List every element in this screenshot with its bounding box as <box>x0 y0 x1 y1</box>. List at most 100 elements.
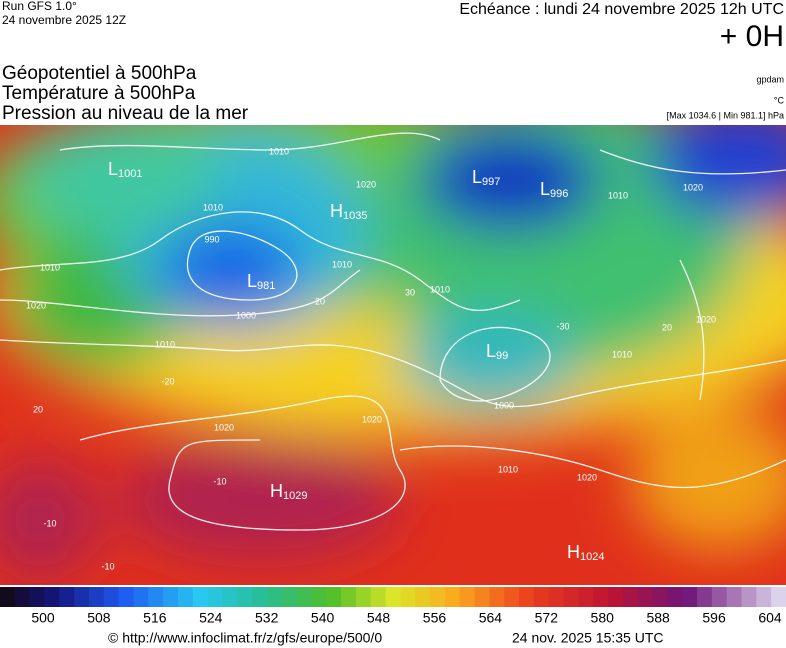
colorbar-swatch <box>296 587 312 607</box>
contour-label: 1020 <box>577 472 597 482</box>
center-value: 99 <box>496 350 508 362</box>
colorbar-swatch <box>711 587 728 607</box>
colorbar-swatch <box>148 587 164 607</box>
colorbar-swatch <box>697 587 713 607</box>
contour-label: 1000 <box>494 400 514 410</box>
colorbar-swatch <box>771 587 786 607</box>
colorbar-tick-label: 596 <box>702 610 726 626</box>
center-letter: L <box>486 341 496 361</box>
colorbar-tick-label: 516 <box>143 610 167 626</box>
contour-label: 30 <box>405 287 415 297</box>
colorbar: 500 508 516 524 532 540 548 556 564 572 580 588 596 6… <box>0 587 786 626</box>
colorbar-swatch <box>133 587 149 607</box>
colorbar-swatch <box>741 587 757 607</box>
colorbar-tick-label: 508 <box>87 610 111 626</box>
colorbar-swatch <box>237 587 253 607</box>
center-value: 1029 <box>283 490 307 502</box>
colorbar-swatch <box>385 587 401 607</box>
colorbar-tick-label: 564 <box>479 610 503 626</box>
colorbar-swatch <box>415 587 431 607</box>
colorbar-swatch <box>14 587 31 607</box>
center-value: 997 <box>482 176 500 188</box>
contour-label: 1020 <box>214 422 234 432</box>
colorbar-tick-label: 556 <box>423 610 447 626</box>
contour-label: 1010 <box>40 262 60 272</box>
colorbar-swatch <box>370 587 387 607</box>
pressure-center: H1024 <box>567 542 604 563</box>
center-letter: L <box>108 159 118 179</box>
center-letter: L <box>247 271 257 291</box>
colorbar-swatch <box>519 587 535 607</box>
colorbar-swatch <box>637 587 654 607</box>
footer-date: 24 nov. 2025 15:35 UTC <box>512 630 664 646</box>
title: Pression au niveau de la mer <box>2 103 249 124</box>
colorbar-tick-label: 580 <box>591 610 615 626</box>
colorbar-swatch <box>311 587 327 607</box>
colorbar-swatch <box>474 587 490 607</box>
colorbar-swatch <box>222 587 238 607</box>
pressure-center: H1035 <box>330 201 367 222</box>
colorbar-swatch <box>608 587 624 607</box>
contour-label: 1010 <box>269 146 289 156</box>
colorbar-swatch <box>548 587 565 607</box>
colorbar-tick-label: 540 <box>311 610 335 626</box>
echeance: Echéance : lundi 24 novembre 2025 12h UT… <box>459 1 784 18</box>
colorbar-swatch <box>563 587 579 607</box>
colorbar-swatch <box>326 587 342 607</box>
contour-label: -10 <box>43 518 56 528</box>
run-date: 24 novembre 2025 12Z <box>2 13 126 27</box>
center-value: 996 <box>550 188 568 200</box>
contour-label: 1020 <box>696 314 716 324</box>
colorbar-tick-label: 532 <box>255 610 279 626</box>
pressure-center: L981 <box>247 271 275 292</box>
colorbar-tick-label: 500 <box>31 610 55 626</box>
contour-label: 1010 <box>155 339 175 349</box>
colorbar-swatch <box>430 587 446 607</box>
colorbar-swatch <box>103 587 120 607</box>
contour-label: 1020 <box>362 414 382 424</box>
colorbar-swatch <box>622 587 639 607</box>
colorbar-swatch <box>756 587 772 607</box>
colorbar-swatch <box>444 587 461 607</box>
contour-label: 1020 <box>356 179 376 189</box>
center-value: 1001 <box>118 168 142 180</box>
colorbar-swatch <box>726 587 743 607</box>
colorbar-swatch <box>29 587 45 607</box>
colorbar-swatch <box>163 587 179 607</box>
colorbar-swatch <box>266 587 283 607</box>
contour-label: 1000 <box>236 310 256 320</box>
pressure-center: H1029 <box>270 481 307 502</box>
contour-label: 1010 <box>612 349 632 359</box>
colorbar-swatch <box>504 587 520 607</box>
colorbar-swatch <box>533 587 550 607</box>
colorbar-swatch <box>0 587 16 607</box>
colorbar-swatch <box>118 587 134 607</box>
center-letter: H <box>330 201 343 221</box>
contour-label: -10 <box>213 476 226 486</box>
colorbar-swatch <box>355 587 372 607</box>
colorbar-tick-label: 572 <box>535 610 559 626</box>
colorbar-swatch <box>652 587 668 607</box>
colorbar-swatch <box>177 587 194 607</box>
contour-label: 20 <box>33 404 43 414</box>
colorbar-swatch <box>341 587 357 607</box>
pressure-center: L996 <box>540 179 568 200</box>
colorbar-tick-label: 588 <box>646 610 670 626</box>
contour-label: 1010 <box>430 284 450 294</box>
colorbar-swatch <box>74 587 90 607</box>
colorbar-swatch <box>459 587 476 607</box>
colorbar-swatch <box>593 587 609 607</box>
contour-label: 20 <box>315 296 325 306</box>
contour-label: 1010 <box>203 202 223 212</box>
center-letter: L <box>540 179 550 199</box>
center-value: 1024 <box>580 551 604 563</box>
offset: + 0H <box>720 20 784 53</box>
contour-label: 1020 <box>26 300 46 310</box>
pressure-center: L99 <box>486 341 508 362</box>
unit: gpdam <box>756 74 784 84</box>
contour-label: 1020 <box>683 182 703 192</box>
colorbar-swatch <box>192 587 209 607</box>
colorbar-tick-label: 548 <box>367 610 391 626</box>
center-value: 981 <box>257 280 275 292</box>
pressure-center: L1001 <box>108 159 143 180</box>
